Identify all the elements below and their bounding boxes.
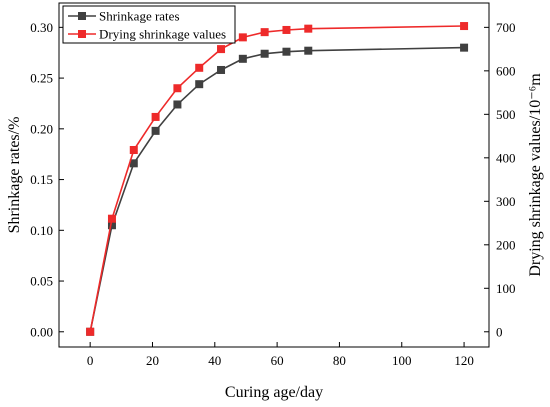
data-point xyxy=(107,221,116,230)
series-layer xyxy=(86,22,469,336)
data-point xyxy=(460,22,469,31)
series-2 xyxy=(86,22,469,336)
left-y-tick-label: 0.15 xyxy=(30,172,53,187)
x-tick-label: 120 xyxy=(454,353,474,368)
right-y-tick-label: 300 xyxy=(496,194,516,209)
left-y-tick-label: 0.20 xyxy=(30,121,53,136)
right-y-tick-label: 600 xyxy=(496,63,516,78)
data-point xyxy=(282,47,291,56)
data-point xyxy=(260,49,269,58)
data-point xyxy=(173,100,182,109)
left-y-tick-label: 0.10 xyxy=(30,223,53,238)
right-y-tick-label: 400 xyxy=(496,150,516,165)
data-point xyxy=(217,65,226,74)
plot-frame xyxy=(58,2,490,348)
data-point xyxy=(304,46,313,55)
left-y-tick-label: 0.25 xyxy=(30,71,53,86)
data-point xyxy=(151,126,160,135)
left-y-tick-label: 0.30 xyxy=(30,20,53,35)
plot-border xyxy=(58,2,490,348)
legend-marker xyxy=(78,30,86,38)
x-tick-label: 80 xyxy=(333,353,346,368)
data-point xyxy=(107,214,116,223)
left-y-axis-title: Shrinkage rates/% xyxy=(6,117,23,234)
legend-label: Shrinkage rates xyxy=(99,9,180,24)
x-tick-label: 40 xyxy=(208,353,221,368)
right-y-tick-label: 200 xyxy=(496,237,516,252)
legend: Shrinkage rates Drying shrinkage values xyxy=(62,5,236,44)
legend-marker xyxy=(78,12,86,20)
series-line xyxy=(89,25,465,332)
legend-label: Drying shrinkage values xyxy=(99,27,226,42)
data-point xyxy=(151,112,160,121)
data-point xyxy=(260,28,269,37)
right-y-tick-label: 100 xyxy=(496,281,516,296)
data-point xyxy=(195,63,204,72)
right-y-tick-label: 700 xyxy=(496,20,516,35)
axis-ticks: 0 20 40 60 80 100 120 0.00 0.05 0.10 0.15 0.20 0.25 0… xyxy=(30,20,515,368)
x-tick-label: 60 xyxy=(271,353,284,368)
data-point xyxy=(129,145,138,154)
data-point xyxy=(129,159,138,168)
data-point xyxy=(238,33,247,42)
data-point xyxy=(304,24,313,33)
x-tick-label: 100 xyxy=(392,353,412,368)
left-y-tick-label: 0.05 xyxy=(30,274,53,289)
series-line xyxy=(89,46,465,332)
right-y-tick-label: 0 xyxy=(496,324,503,339)
right-y-axis-title: Drying shrinkage values/10⁻⁶m xyxy=(527,73,544,277)
data-point xyxy=(86,327,95,336)
x-tick-label: 0 xyxy=(87,353,94,368)
legend-box xyxy=(62,5,236,44)
right-y-tick-label: 500 xyxy=(496,107,516,122)
data-point xyxy=(460,43,469,52)
series-1 xyxy=(86,43,469,336)
data-point xyxy=(173,84,182,93)
x-axis-title: Curing age/day xyxy=(225,384,323,401)
data-point xyxy=(217,45,226,54)
x-tick-label: 20 xyxy=(146,353,159,368)
data-point xyxy=(282,25,291,34)
data-point xyxy=(238,54,247,63)
left-y-tick-label: 0.00 xyxy=(30,324,53,339)
data-point xyxy=(195,80,204,89)
